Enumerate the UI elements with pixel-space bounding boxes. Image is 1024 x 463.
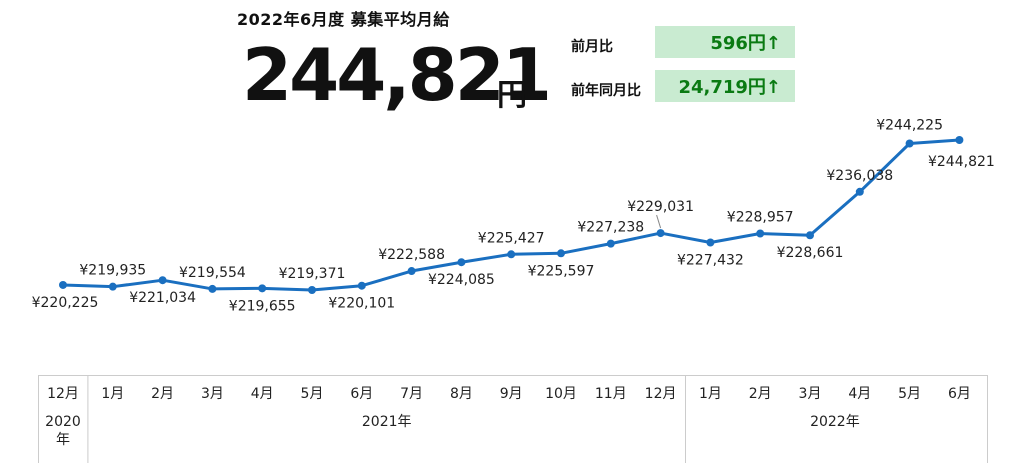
data-label: ¥227,432 [677,252,744,268]
data-point [606,239,615,248]
x-tick-label: 9月 [500,386,523,402]
data-point [756,229,765,238]
year-group-label: 2022年 [810,414,860,430]
data-point [656,229,665,238]
current-salary-unit: 円 [497,78,527,113]
x-tick-label: 8月 [450,386,473,402]
x-tick-label: 3月 [201,386,224,402]
x-tick-label: 10月 [545,386,577,402]
data-point [905,139,914,148]
data-label: ¥220,225 [32,295,99,311]
data-label: ¥229,031 [627,199,694,215]
data-label: ¥219,554 [179,265,246,281]
data-label: ¥219,371 [279,266,346,282]
data-label: ¥228,957 [727,210,794,226]
month-over-month-value: 596円↑ [655,26,795,58]
current-salary-value: 244,821 [242,33,552,117]
x-tick-label: 2月 [151,386,174,402]
data-label: ¥225,427 [478,230,545,246]
year-over-year-value: 24,719円↑ [655,70,795,102]
data-point [806,231,814,240]
data-label: ¥224,085 [428,272,495,288]
x-tick-label: 12月 [645,386,677,402]
data-point [59,280,67,289]
data-label: ¥228,661 [777,245,844,261]
data-point [357,281,366,290]
year-over-year-label: 前年同月比 [571,83,641,99]
year-group-label: 2021年 [362,414,412,430]
x-tick-label: 7月 [400,386,423,402]
data-point [108,282,117,291]
data-label: ¥244,225 [876,118,943,134]
chart-title: 2022年6月度 募集平均月給 [237,10,450,29]
x-tick-label: 6月 [350,386,373,402]
data-point [258,284,267,293]
data-point [706,238,715,247]
data-label: ¥227,238 [577,220,644,236]
data-point [208,284,217,293]
x-tick-label: 2月 [749,386,772,402]
month-over-month-label: 前月比 [571,39,613,55]
x-tick-label: 4月 [251,386,274,402]
data-label: ¥221,034 [129,290,196,306]
year-group-label-suffix: 年 [56,432,70,448]
data-label: ¥244,821 [928,154,995,170]
data-label: ¥225,597 [528,263,595,279]
data-point [855,187,864,196]
data-label: ¥220,101 [328,296,395,312]
x-tick-label: 6月 [948,386,971,402]
data-label: ¥219,655 [229,298,296,314]
data-point [557,249,565,258]
label-leader-line [656,214,662,229]
year-group-label: 2020 [45,414,81,430]
x-tick-label: 1月 [101,386,124,402]
data-point [407,267,416,276]
x-tick-label: 1月 [699,386,722,402]
x-tick-label: 5月 [301,386,324,402]
data-label: ¥236,038 [826,168,893,184]
data-point [308,286,316,294]
x-tick-label: 11月 [595,386,627,402]
x-tick-label: 4月 [848,386,871,402]
data-point [507,250,516,259]
data-label: ¥222,588 [378,247,445,263]
x-tick-label: 12月 [47,386,79,402]
data-point [158,276,167,285]
data-point [457,258,466,267]
x-tick-label: 3月 [799,386,822,402]
data-label: ¥219,935 [79,263,146,279]
x-axis-table [38,375,988,463]
x-tick-label: 5月 [898,386,921,402]
data-point [955,136,964,144]
